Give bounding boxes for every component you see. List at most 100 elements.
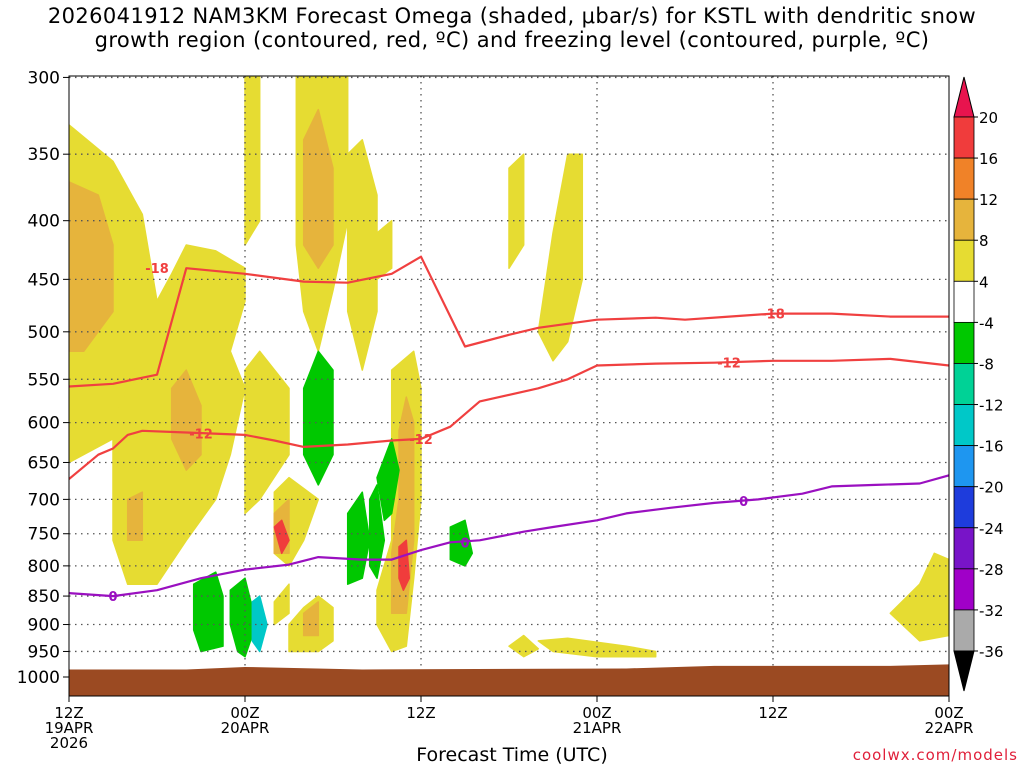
colorbar-swatch <box>953 404 975 447</box>
omega-region <box>69 181 114 353</box>
colorbar-max-arrow <box>953 76 975 118</box>
contour-label: -12 <box>717 357 741 372</box>
colorbar: 20 16 12 8 4 -4 -8 -12 -16 -20 -24 -28 -32 -36 <box>953 76 1004 692</box>
terrain <box>69 664 949 696</box>
colorbar-label: 8 <box>979 232 989 250</box>
title-line-1: 2026041912 NAM3KM Forecast Omega (shaded… <box>47 4 977 28</box>
contour-label: -18 <box>145 262 169 277</box>
colorbar-label: 16 <box>979 150 998 168</box>
colorbar-swatch <box>953 609 975 652</box>
omega-region <box>302 108 334 269</box>
omega-region <box>251 595 268 653</box>
colorbar-swatch <box>953 445 975 488</box>
x-tick-label: 00Z <box>582 704 611 722</box>
contour-lines: -18 -12 -12 0 -18 -12 0 0 <box>69 255 949 605</box>
colorbar-swatch <box>953 239 975 282</box>
colorbar-label: 12 <box>979 191 998 209</box>
omega-region <box>302 601 320 637</box>
contour-line <box>69 474 949 598</box>
x-tick-label: 19APR <box>45 719 94 737</box>
y-tick-label: 650 <box>28 453 60 473</box>
colorbar-label: -4 <box>979 314 994 332</box>
colorbar-swatch <box>953 363 975 405</box>
contour-label: 0 <box>739 495 748 510</box>
omega-region <box>508 153 525 269</box>
credit-link[interactable]: coolwx.com/models <box>852 746 1018 764</box>
y-tick-label: 850 <box>28 587 60 607</box>
y-tick-label: 550 <box>28 370 60 390</box>
contour-label: 0 <box>460 536 469 551</box>
omega-region <box>537 153 584 362</box>
omega-shading <box>69 76 949 658</box>
colorbar-swatch <box>953 486 975 529</box>
plot-frame <box>68 75 950 697</box>
y-tick-label: 800 <box>28 557 60 577</box>
colorbar-label: -36 <box>979 643 1004 661</box>
colorbar-swatch <box>953 198 975 241</box>
x-tick-label: 00Z <box>230 704 259 722</box>
colorbar-label: -32 <box>979 602 1004 620</box>
omega-region <box>229 577 254 658</box>
y-tick-label: 750 <box>28 525 60 545</box>
omega-region <box>244 350 290 515</box>
omega-region <box>126 491 144 542</box>
y-tick-label: 500 <box>28 323 60 343</box>
colorbar-label: 20 <box>979 109 998 127</box>
y-tick-label: 450 <box>28 270 60 290</box>
x-tick-label: 2026 <box>50 734 88 752</box>
y-tick-label: 600 <box>28 414 60 434</box>
omega-region <box>376 219 393 281</box>
colorbar-label: -28 <box>979 561 1004 579</box>
omega-region <box>508 634 540 658</box>
omega-region <box>170 369 202 471</box>
omega-region <box>398 539 411 591</box>
y-tick-label: 350 <box>28 145 60 165</box>
colorbar-label: -20 <box>979 479 1004 497</box>
y-tick-label: 400 <box>28 212 60 232</box>
contour-line <box>69 255 949 388</box>
y-axis: 2503003504004505005506006507007508008509… <box>17 68 69 688</box>
x-tick-label: 12Z <box>758 704 787 722</box>
x-tick-label: 00Z <box>934 704 963 722</box>
x-tick-label: 12Z <box>406 704 435 722</box>
colorbar-label: 4 <box>979 273 989 291</box>
colorbar-min-arrow <box>953 650 975 692</box>
x-tick-label: 21APR <box>573 719 622 737</box>
y-tick-label: 900 <box>28 616 60 636</box>
omega-region <box>346 139 378 371</box>
omega-region <box>273 583 290 626</box>
omega-region <box>302 350 334 486</box>
omega-region <box>244 76 261 246</box>
y-tick-label: 1000 <box>17 668 60 688</box>
x-tick-label: 22APR <box>925 719 974 737</box>
x-tick-label: 12Z <box>54 704 83 722</box>
colorbar-swatch <box>953 568 975 611</box>
chart-title: 2026041912 NAM3KM Forecast Omega (shaded… <box>0 4 1024 52</box>
contour-label: -12 <box>409 433 433 448</box>
y-tick-label: 950 <box>28 642 60 662</box>
contour-label: -12 <box>189 427 213 442</box>
x-axis-label: Forecast Time (UTC) <box>416 744 608 766</box>
omega-region <box>346 491 371 585</box>
colorbar-swatch <box>953 280 975 323</box>
contour-label: 0 <box>108 590 117 605</box>
omega-region <box>449 519 474 567</box>
contour-label: -18 <box>761 308 785 323</box>
y-tick-label: 300 <box>28 68 60 88</box>
omega-region <box>192 571 224 653</box>
colorbar-label: -16 <box>979 438 1004 456</box>
x-tick-label: 20APR <box>221 719 270 737</box>
colorbar-swatch <box>953 321 975 364</box>
colorbar-swatch <box>953 116 975 159</box>
colorbar-label: -12 <box>979 397 1004 415</box>
contour-line <box>69 357 949 480</box>
colorbar-swatch <box>953 157 975 200</box>
y-tick-label: 700 <box>28 490 60 510</box>
colorbar-label: -24 <box>979 520 1004 538</box>
omega-region <box>273 519 290 555</box>
colorbar-label: -8 <box>979 355 994 373</box>
ground-surface <box>69 664 949 696</box>
title-line-2: growth region (contoured, red, ºC) and f… <box>94 28 930 52</box>
